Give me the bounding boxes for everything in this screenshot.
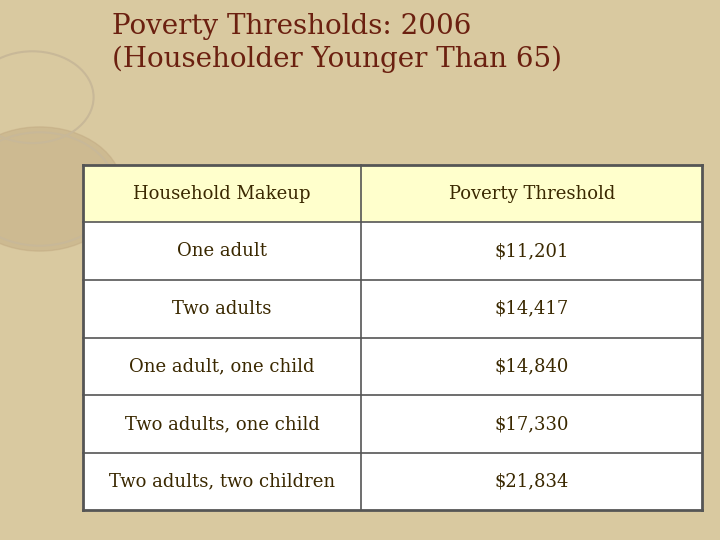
Text: Two adults, two children: Two adults, two children	[109, 472, 336, 490]
Text: Household Makeup: Household Makeup	[133, 185, 311, 202]
Text: Two adults: Two adults	[172, 300, 272, 318]
Text: $21,834: $21,834	[495, 472, 569, 490]
Text: $11,201: $11,201	[495, 242, 569, 260]
Text: One adult, one child: One adult, one child	[130, 357, 315, 375]
Text: Poverty Thresholds: 2006
(Householder Younger Than 65): Poverty Thresholds: 2006 (Householder Yo…	[112, 14, 562, 73]
Circle shape	[0, 127, 122, 251]
Text: Two adults, one child: Two adults, one child	[125, 415, 320, 433]
Bar	[83, 165, 702, 222]
Text: $14,840: $14,840	[495, 357, 569, 375]
Text: Poverty Threshold: Poverty Threshold	[449, 185, 615, 202]
Text: $17,330: $17,330	[495, 415, 569, 433]
Text: One adult: One adult	[177, 242, 267, 260]
Text: $14,417: $14,417	[495, 300, 569, 318]
Bar	[83, 165, 702, 510]
